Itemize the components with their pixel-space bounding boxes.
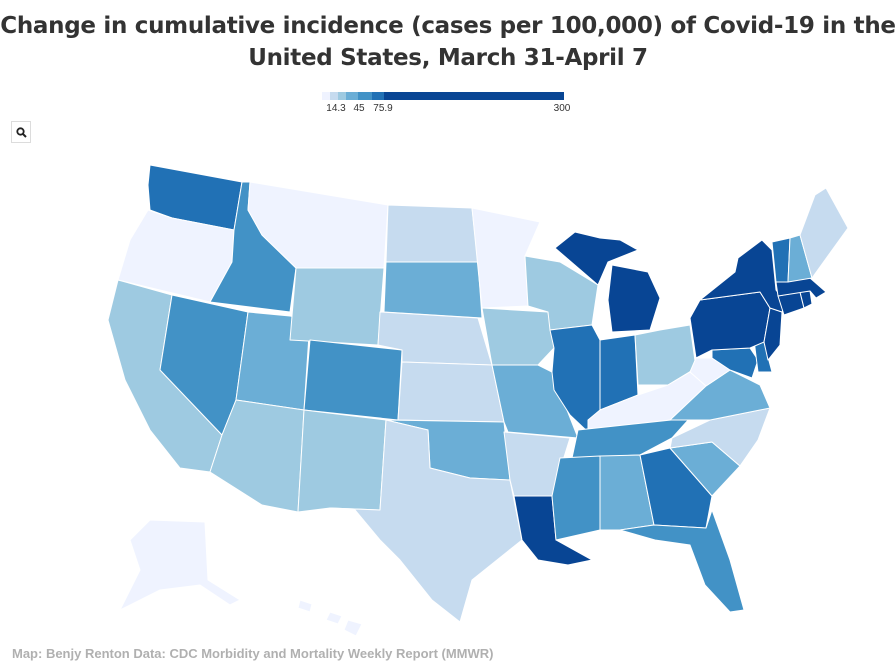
- legend-label-45: 45: [353, 103, 365, 114]
- state-new-mexico[interactable]: [297, 409, 387, 513]
- state-mississippi[interactable]: [551, 455, 601, 541]
- state-north-dakota[interactable]: [385, 204, 479, 263]
- state-south-dakota[interactable]: [383, 261, 483, 319]
- state-texas[interactable]: [329, 419, 523, 623]
- map-search-button[interactable]: [11, 121, 31, 143]
- map-source-credit: Map: Benjy Renton Data: CDC Morbidity an…: [12, 646, 494, 661]
- state-kansas[interactable]: [397, 361, 505, 423]
- legend-label-76: 75.9: [373, 103, 393, 114]
- legend-label-14: 14.3: [326, 103, 346, 114]
- legend-label-300: 300: [553, 103, 571, 114]
- color-legend: 14.3 45 75.9 300: [322, 92, 570, 122]
- search-icon: [15, 126, 27, 138]
- legend-seg-5: [358, 92, 372, 100]
- state-new-york[interactable]: [699, 239, 787, 313]
- state-iowa[interactable]: [481, 307, 555, 366]
- state-illinois[interactable]: [549, 324, 601, 433]
- legend-color-bar: [322, 92, 564, 100]
- legend-seg-7: [384, 92, 564, 100]
- state-wyoming[interactable]: [289, 267, 385, 346]
- legend-seg-4: [346, 92, 358, 100]
- state-maine[interactable]: [799, 187, 849, 279]
- state-michigan[interactable]: [554, 231, 661, 333]
- map-title: Change in cumulative incidence (cases pe…: [0, 13, 896, 71]
- legend-seg-1: [322, 92, 330, 100]
- state-colorado[interactable]: [303, 339, 403, 421]
- state-hawaii[interactable]: [297, 599, 363, 637]
- state-alaska[interactable]: [119, 519, 241, 611]
- us-map-svg: [107, 164, 849, 637]
- us-choropleth-map: [0, 150, 896, 640]
- legend-seg-3: [338, 92, 346, 100]
- state-florida[interactable]: [619, 509, 745, 613]
- legend-seg-2: [330, 92, 338, 100]
- state-georgia[interactable]: [639, 447, 713, 529]
- legend-seg-6: [372, 92, 384, 100]
